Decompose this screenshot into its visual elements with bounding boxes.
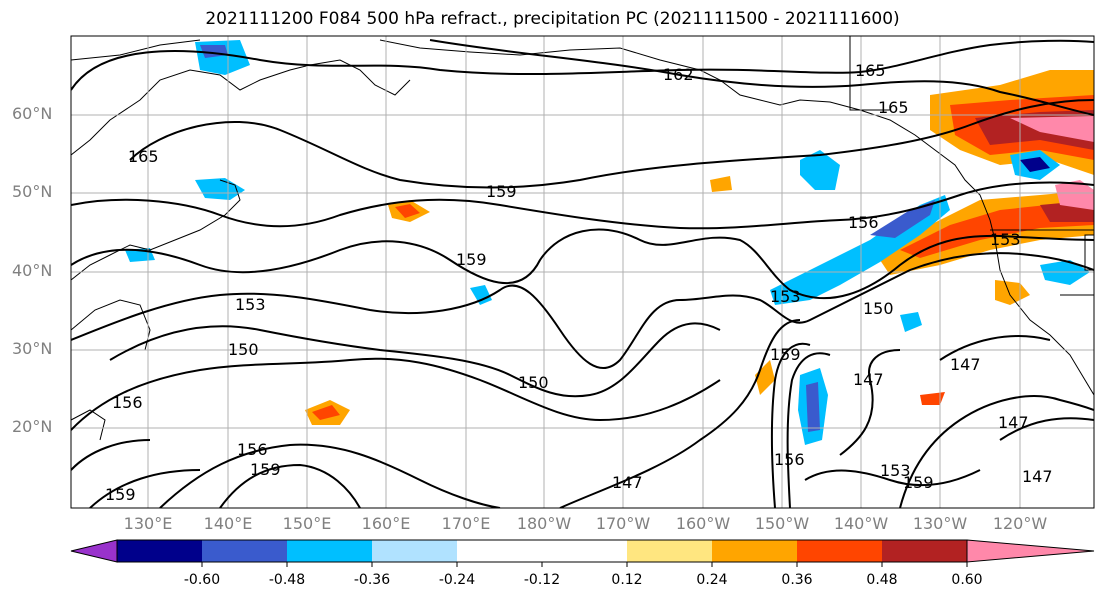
contour-label: 153: [880, 461, 911, 480]
contour-labels: 162 165 165 165 159 159 156 153 153 153 …: [105, 61, 1053, 504]
contour-label: 153: [990, 230, 1021, 249]
contour-label: 156: [774, 450, 805, 469]
lon-label: 160°W: [675, 514, 731, 533]
colorbar-swatch: [287, 540, 372, 562]
lon-label: 170°E: [441, 514, 491, 533]
lon-label: 140°W: [833, 514, 889, 533]
colorbar-tick-label: -0.60: [183, 572, 221, 588]
contour-label: 147: [612, 473, 643, 492]
map-panel: [71, 36, 1094, 508]
contour-label: 150: [863, 299, 894, 318]
lon-label: 170°W: [595, 514, 651, 533]
precipitation-shading: [125, 40, 1094, 445]
contour-label: 156: [112, 393, 143, 412]
contour-label: 159: [903, 473, 934, 492]
contour-label: 165: [878, 98, 909, 117]
contour-label: 153: [770, 287, 801, 306]
lat-label: 60°N: [12, 104, 53, 123]
colorbar-tick-label: 0.12: [611, 572, 643, 588]
lon-label: 120°W: [992, 514, 1048, 533]
lat-label: 50°N: [12, 182, 53, 201]
contour-label: 159: [250, 460, 281, 479]
coastlines: [71, 36, 1094, 441]
contour-label: 150: [228, 340, 259, 359]
chart-title: 2021111200 F084 500 hPa refract., precip…: [205, 9, 900, 29]
map-frame: [70, 35, 1095, 509]
lon-label: 140°E: [203, 514, 253, 533]
lat-label: 20°N: [12, 417, 53, 436]
lon-label: 150°W: [754, 514, 810, 533]
graticule: [71, 36, 1094, 508]
colorbar-tick-label: 0.60: [951, 572, 983, 588]
colorbar: [70, 539, 1095, 567]
lon-label: 150°E: [282, 514, 332, 533]
contour-label: 156: [237, 440, 268, 459]
contour-label: 147: [950, 355, 981, 374]
colorbar-swatch: [882, 540, 967, 562]
colorbar-swatch: [627, 540, 712, 562]
colorbar-swatch: [202, 540, 287, 562]
colorbar-tick-label: 0.24: [696, 572, 728, 588]
colorbar-swatch: [372, 540, 457, 562]
lat-label: 40°N: [12, 261, 53, 280]
lon-label: 180°W: [516, 514, 572, 533]
lon-label: 160°E: [361, 514, 411, 533]
lon-label: 130°E: [123, 514, 173, 533]
contour-label: 153: [235, 295, 266, 314]
colorbar-swatch: [797, 540, 882, 562]
colorbar-swatch: [542, 540, 627, 562]
contour-label: 156: [848, 213, 879, 232]
contour-label: 165: [855, 61, 886, 80]
colorbar-tick-label: -0.12: [523, 572, 561, 588]
colorbar-swatch: [712, 540, 797, 562]
contour-label: 159: [770, 345, 801, 364]
contour-label: 147: [853, 370, 884, 389]
contour-label: 159: [105, 485, 136, 504]
lon-label: 130°W: [912, 514, 968, 533]
lat-label: 30°N: [12, 339, 53, 358]
colorbar-tick-label: 0.48: [866, 572, 898, 588]
contour-label: 147: [998, 413, 1029, 432]
colorbar-tick-label: -0.48: [268, 572, 306, 588]
contour-label: 147: [1022, 467, 1053, 486]
colorbar-swatch: [117, 540, 202, 562]
contour-label: 159: [456, 250, 487, 269]
contour-label: 159: [486, 182, 517, 201]
contour-label: 162: [663, 65, 694, 84]
colorbar-lower-extension: [70, 539, 118, 563]
colorbar-tick-label: -0.24: [438, 572, 476, 588]
refractivity-contours: [71, 39, 1094, 508]
contour-label: 150: [518, 373, 549, 392]
colorbar-tick-label: 0.36: [781, 572, 813, 588]
colorbar-tick-label: -0.36: [353, 572, 391, 588]
contour-label: 165: [128, 147, 159, 166]
colorbar-upper-extension: [966, 539, 1095, 563]
colorbar-swatch: [457, 540, 542, 562]
